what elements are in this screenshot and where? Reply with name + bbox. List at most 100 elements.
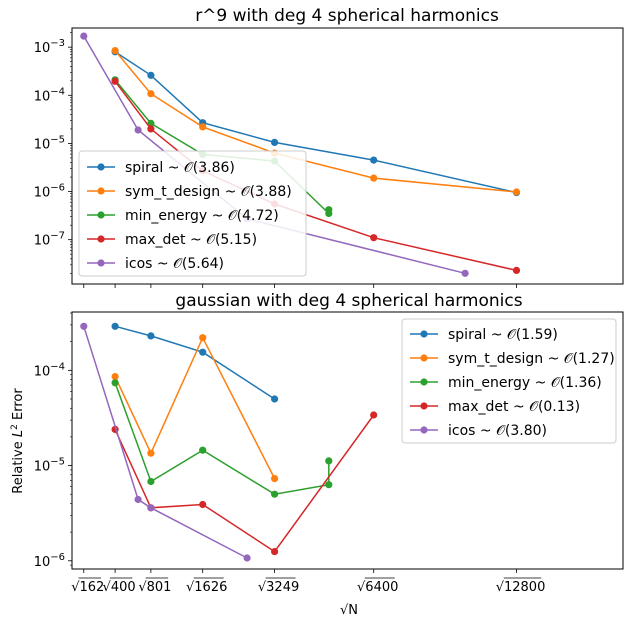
x-tick-label: √400 (103, 580, 136, 595)
data-point (370, 411, 378, 419)
plot-marks-bottom (80, 322, 378, 562)
series-line-1 (114, 335, 276, 479)
x-ticks-top (83, 284, 517, 288)
x-tick-label: √3249 (258, 580, 299, 595)
series-line-0 (114, 325, 276, 400)
legend-marker (97, 187, 105, 195)
data-point (271, 490, 279, 498)
data-point (271, 475, 279, 483)
data-point (111, 379, 119, 387)
axes-frame-top (71, 27, 624, 285)
legend-label: sym_t_design ~ 𝒪(3.88) (125, 184, 292, 200)
y-tick-label: 10−6 (34, 552, 65, 570)
y-tick-label: 10−6 (34, 183, 65, 201)
legend-bottom: spiral ~ 𝒪(1.59) sym_t_design ~ 𝒪(1.27) mi… (401, 318, 617, 444)
chart-title-bottom: gaussian with deg 4 spherical harmonics (175, 291, 522, 311)
legend-marker (420, 354, 428, 362)
data-point (134, 126, 142, 134)
data-point (80, 322, 88, 330)
chart-title-top: r^9 with deg 4 spherical harmonics (195, 6, 499, 26)
y-axis-label-suffix: Error (11, 388, 26, 424)
data-point (111, 47, 119, 55)
legend-top: spiral ~ 𝒪(3.86) sym_t_design ~ 𝒪(3.88) mi… (78, 150, 307, 277)
data-point (111, 77, 119, 85)
panel-bottom: gaussian with deg 4 spherical harmonics … (10, 291, 624, 618)
data-point (461, 269, 469, 277)
data-point (199, 446, 207, 454)
legend-label: min_energy ~ 𝒪(4.72) (125, 208, 279, 224)
data-point (147, 90, 155, 98)
x-tick-label: √801 (138, 580, 171, 595)
legend-label: max_det ~ 𝒪(0.13) (448, 399, 580, 415)
legend-marker (97, 235, 105, 243)
x-tick-label: √6400 (357, 580, 398, 595)
x-tick-label: √12800 (496, 580, 546, 595)
series-line-4 (83, 326, 248, 559)
legend-box-top (78, 150, 307, 277)
data-point (134, 495, 142, 504)
y-tick-label: 10−4 (34, 86, 65, 104)
y-ticks-top: 10−3 10−4 10−5 10−6 10−7 (34, 32, 72, 274)
y-axis-label: Relative L2 Error (10, 388, 26, 494)
y-axis-label-prefix: Relative (11, 437, 26, 494)
data-point (370, 234, 378, 242)
legend-marker (420, 378, 428, 386)
data-point (512, 188, 521, 196)
data-point (325, 206, 333, 214)
series-line-2 (114, 382, 330, 495)
legend-label: max_det ~ 𝒪(5.15) (125, 232, 257, 248)
legend-label: icos ~ 𝒪(3.80) (448, 423, 547, 439)
data-point (325, 481, 333, 489)
data-point (271, 395, 279, 403)
legend-marker (420, 402, 428, 410)
legend-label: spiral ~ 𝒪(3.86) (125, 160, 235, 176)
legend-marker (97, 211, 105, 219)
y-tick-label: 10−5 (34, 134, 65, 152)
data-point (199, 123, 207, 131)
panel-top: r^9 with deg 4 spherical harmonics 10−31… (34, 6, 624, 288)
legend-marker (97, 259, 105, 267)
legend-box-bottom (401, 318, 617, 444)
legend-label: spiral ~ 𝒪(1.59) (448, 327, 558, 343)
data-point (370, 174, 378, 182)
data-point (271, 138, 279, 146)
data-point (147, 332, 155, 340)
legend-marker (97, 163, 105, 171)
data-point (147, 71, 155, 79)
x-axis-label: √N (340, 603, 358, 618)
data-point (199, 500, 207, 509)
data-point (147, 504, 155, 512)
data-point (111, 322, 119, 330)
y-tick-label: 10−3 (34, 38, 65, 56)
y-tick-label: 10−4 (34, 361, 65, 379)
legend-marker (420, 330, 428, 338)
legend-label: icos ~ 𝒪(5.64) (125, 256, 224, 272)
data-point (325, 457, 333, 465)
data-point (80, 32, 88, 40)
y-axis-label-l: L (11, 430, 26, 437)
data-point (147, 125, 155, 133)
data-point (370, 156, 378, 164)
data-point (147, 477, 155, 486)
series-line-0 (114, 51, 517, 194)
x-tick-label: √162 (71, 580, 104, 595)
y-axis-label-sup: 2 (10, 424, 20, 430)
legend-marker (420, 426, 428, 434)
x-tick-label: √1626 (186, 580, 227, 595)
y-tick-label: 10−7 (34, 231, 65, 249)
y-tick-label: 10−5 (34, 457, 65, 475)
data-point (271, 548, 279, 556)
data-point (199, 348, 207, 356)
legend-label: sym_t_design ~ 𝒪(1.27) (448, 351, 615, 367)
series-line-1 (114, 50, 517, 193)
x-ticks-bottom: √162√400 √801 √1626 √3249 √6400 √12800 (71, 569, 545, 595)
data-point (111, 373, 119, 381)
data-point (243, 554, 251, 562)
data-point (512, 266, 521, 274)
legend-label: min_energy ~ 𝒪(1.36) (448, 375, 602, 391)
data-point (199, 334, 207, 342)
y-ticks-bottom: 10−4 10−5 10−6 (34, 312, 72, 570)
axes-frame-bottom (71, 311, 624, 570)
